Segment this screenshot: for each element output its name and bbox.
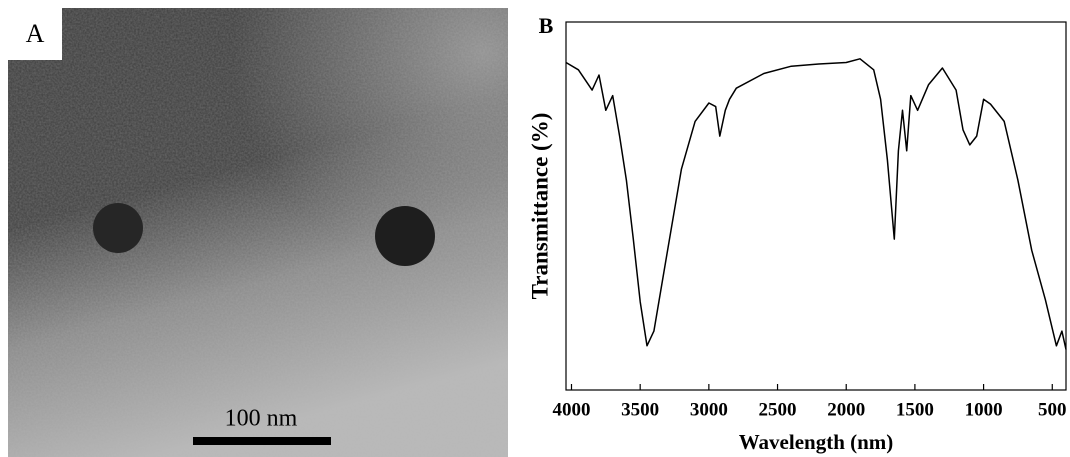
particle [93, 203, 143, 253]
scale-bar [193, 437, 331, 445]
tem-panel: A 100 nm [8, 8, 508, 457]
particle [375, 206, 435, 266]
plot-frame [565, 21, 1067, 391]
ftir-chart: B Wavelength (nm) Transmittance (%) 4000… [527, 13, 1067, 454]
panel-label: A [26, 19, 45, 48]
x-tick-label: 3000 [690, 399, 728, 420]
scale-bar-label: 100 nm [225, 406, 298, 432]
spectrum-line [565, 58, 1067, 350]
x-tick-label: 2500 [759, 399, 797, 420]
x-tick-label: 1500 [896, 399, 934, 420]
panel-label-box [8, 8, 62, 60]
y-axis-label: Transmittance (%) [527, 113, 552, 300]
x-tick-label: 3500 [621, 399, 659, 420]
x-tick-label: 2000 [827, 399, 865, 420]
x-tick-label: 1000 [965, 399, 1003, 420]
x-axis-label: Wavelength (nm) [739, 430, 894, 454]
x-tick-label: 4000 [552, 399, 590, 420]
x-tick-label: 500 [1038, 399, 1067, 420]
panel-label: B [539, 13, 554, 38]
